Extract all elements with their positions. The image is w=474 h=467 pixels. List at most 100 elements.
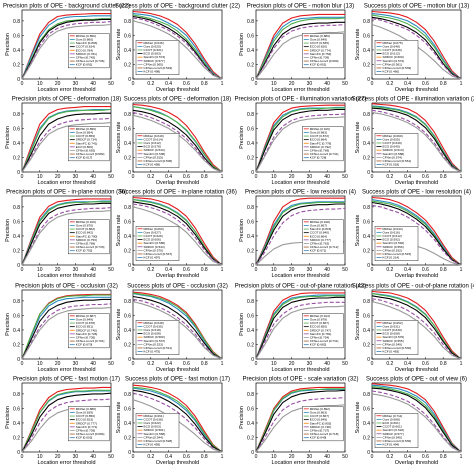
- y-tick-label: 0.4: [363, 328, 370, 334]
- x-tick-label: 1: [460, 174, 463, 180]
- series-line-1: [132, 384, 223, 453]
- legend-entry: CFNet [0.532]: [383, 248, 402, 252]
- legend-entry: CFNet [0.570]: [144, 248, 163, 252]
- legend-entry: CFNet-conv3 [0.718]: [310, 432, 339, 436]
- legend-entry: Ours [0.839]: [76, 410, 93, 414]
- x-tick-label: 0.2: [147, 174, 154, 180]
- legend-entry: KCF [0.518]: [383, 163, 400, 167]
- legend-entry: CFNet-conv3 [0.506]: [144, 159, 173, 163]
- y-tick-label: 0.8: [124, 299, 131, 305]
- series-line-3: [21, 201, 111, 266]
- x-axis-label: Overlap threshold: [156, 367, 199, 373]
- chart-panel-13: Precision plots of OPE - occlusion (32) 0…: [5, 284, 118, 374]
- chart-panel-10: Success plots of OPE - in-plane rotation…: [116, 190, 237, 280]
- legend-entry: SiamFC [0.538]: [144, 152, 166, 156]
- legend-entry: CFNet [0.692]: [76, 148, 95, 152]
- y-tick-label: 0: [367, 263, 370, 269]
- series-line-1: [371, 103, 462, 173]
- x-tick-label: 0.6: [422, 81, 429, 87]
- legend-entry: SRDCF [0.777]: [310, 238, 331, 242]
- y-tick-label: 0.8: [13, 19, 20, 25]
- legend-entry: SiamFC [0.803]: [76, 41, 98, 45]
- x-tick-label: 0.4: [404, 174, 411, 180]
- legend-entry: SiamFC [0.574]: [383, 59, 405, 63]
- legend-entry: SiamFC [0.781]: [310, 332, 332, 336]
- series-line-4: [21, 298, 111, 360]
- x-tick-label: 50: [108, 174, 114, 180]
- legend-entry: Ours [0.878]: [310, 317, 327, 321]
- y-tick-label: 0: [367, 450, 370, 456]
- y-tick-label: 0: [251, 170, 254, 176]
- y-tick-label: 0.2: [13, 155, 20, 161]
- x-tick-label: 1: [221, 361, 224, 367]
- series-line-5: [21, 398, 112, 453]
- legend-entry: SiamFC [0.803]: [310, 421, 332, 425]
- x-axis-label: Overlap threshold: [156, 460, 199, 466]
- legend-entry: SiamFC [0.622]: [383, 428, 405, 432]
- legend-entry: SRDCF [0.577]: [383, 432, 404, 436]
- chart-panel-20: Success plots of OPE - out of view (6)00…: [355, 377, 467, 467]
- x-tick-label: 0.4: [165, 81, 172, 87]
- legend-entry: SRDCF [0.555]: [383, 339, 404, 343]
- legend-entry: ECO [0.823]: [76, 418, 93, 422]
- series-line-6: [255, 116, 346, 173]
- x-axis-label: Overlap threshold: [395, 87, 438, 93]
- chart-panel-14: Success plots of OPE - occlusion (32) 0 0.…: [116, 284, 228, 374]
- x-tick-label: 0.8: [440, 174, 447, 180]
- y-axis-label: Precision: [5, 126, 11, 149]
- series-line-6: [21, 209, 112, 266]
- legend-entry: SRDCF [0.774]: [310, 48, 331, 52]
- y-tick-label: 0.6: [247, 219, 254, 225]
- legend-entry: CFNet [0.565]: [144, 62, 163, 66]
- x-tick-label: 30: [307, 81, 313, 87]
- y-tick-label: 0.8: [247, 392, 254, 398]
- y-tick-label: 0: [367, 77, 370, 83]
- x-tick-label: 0.8: [201, 361, 208, 367]
- legend-entry: CFNet-conv3 [0.549]: [144, 66, 173, 70]
- series-line-4: [255, 389, 346, 453]
- series-line-4: [255, 21, 345, 80]
- legend-entry: CCOT [0.878]: [76, 321, 95, 325]
- legend-box: [135, 413, 180, 448]
- legend-entry: Ours [0.867]: [310, 223, 327, 227]
- series-line-3: [255, 107, 345, 173]
- y-tick-label: 0.4: [247, 328, 254, 334]
- chart-title: Precision plots of OPE - background clut…: [3, 4, 130, 10]
- series-line-4: [371, 387, 462, 453]
- legend-entry: ECO [0.661]: [383, 421, 400, 425]
- x-tick-label: 20: [55, 454, 61, 460]
- y-tick-label: 0.2: [124, 62, 131, 68]
- x-tick-label: 0.4: [165, 174, 172, 180]
- x-axis-label: Overlap threshold: [156, 87, 199, 93]
- y-tick-label: 0.6: [363, 219, 370, 225]
- legend-entry: CFNet [0.763]: [310, 241, 329, 245]
- legend-entry: CFNet [0.769]: [310, 148, 329, 152]
- legend-entry: CFNet-conv3 [0.741]: [310, 152, 339, 156]
- y-tick-label: 0.8: [13, 112, 20, 118]
- series-line-6: [371, 111, 462, 173]
- y-tick-label: 0.8: [363, 392, 370, 398]
- series-line-5: [371, 298, 462, 360]
- y-tick-label: 0.8: [13, 205, 20, 211]
- x-axis-label: Location error threshold: [271, 460, 329, 466]
- x-axis-label: Overlap threshold: [395, 367, 438, 373]
- x-tick-label: 0.8: [201, 81, 208, 87]
- x-tick-label: 30: [307, 454, 313, 460]
- legend-entry: Ours [0.860]: [76, 37, 93, 41]
- y-tick-label: 0.2: [13, 435, 20, 441]
- legend-box: [374, 226, 419, 261]
- x-tick-label: 0: [132, 81, 135, 87]
- series-line-1: [132, 10, 223, 80]
- y-tick-label: 0.8: [13, 392, 20, 398]
- series-line-6: [255, 305, 346, 360]
- x-tick-label: 0.4: [404, 454, 411, 460]
- series-line-2: [21, 296, 111, 360]
- chart-title: Precision plots of OPE - deformation (18…: [12, 97, 121, 103]
- chart-panel-8: Success plots of OPE - illumination vari…: [351, 97, 474, 187]
- y-tick-label: 0.8: [247, 205, 254, 211]
- series-line-4: [132, 109, 223, 173]
- legend-entry: CFNet-conv3 [0.712]: [310, 245, 339, 249]
- y-tick-label: 0.4: [363, 421, 370, 427]
- y-tick-label: 0.4: [124, 234, 131, 240]
- x-tick-label: 1: [460, 81, 463, 87]
